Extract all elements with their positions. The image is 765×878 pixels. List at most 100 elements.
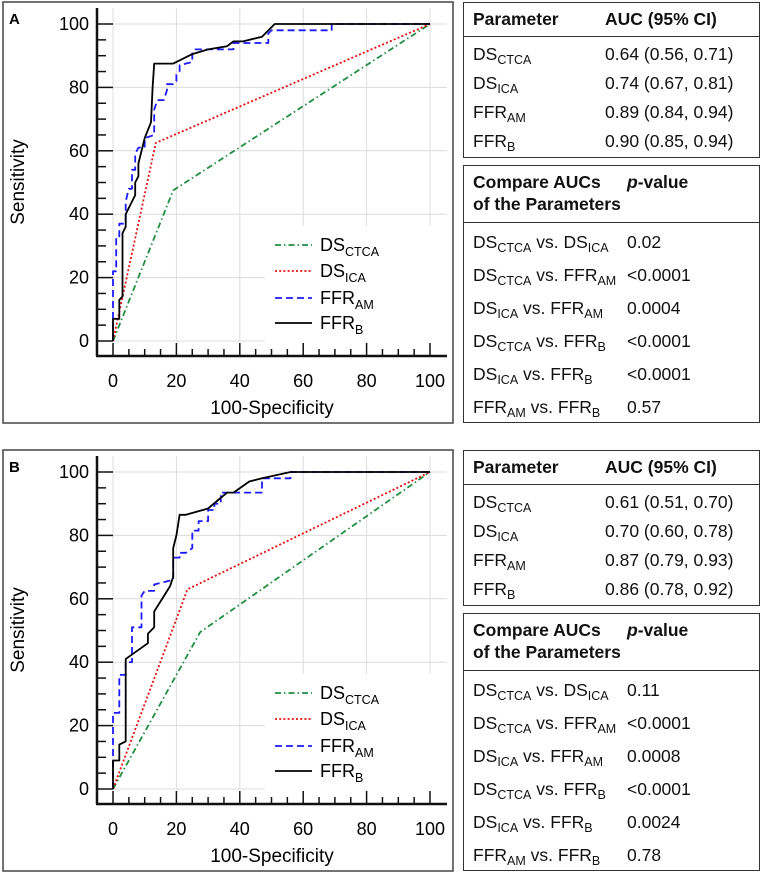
x-tick-label: 20 — [166, 819, 186, 839]
comparison-right: DSICA — [563, 680, 609, 703]
header-pvalue-rest: -value — [637, 620, 689, 640]
parameter-cell: FFRAM — [473, 550, 526, 572]
comparison-cell: DSCTCA vs. FFRB — [473, 779, 606, 802]
legend-label: FFRAM — [320, 288, 374, 312]
comparison-table-row: DSCTCA vs. DSICA 0.11 — [464, 675, 759, 708]
comparison-right-base: FFR — [563, 331, 598, 351]
comparison-left: DSICA — [473, 364, 518, 386]
comparison-right-sub: AM — [584, 755, 604, 769]
x-tick-label: 20 — [166, 371, 186, 391]
legend-label-base: DS — [320, 235, 345, 255]
comparison-vs: vs. — [518, 364, 551, 384]
panel-label: B — [9, 459, 20, 476]
parameter-name: FFRAM — [473, 102, 526, 124]
panel-frame — [2, 449, 454, 872]
legend-label: FFRAM — [320, 736, 374, 760]
comparison-table-header: Compare AUCs of the Parameters p-value — [464, 166, 759, 223]
header-pvalue-italic: p — [627, 620, 638, 640]
x-tick-label: 60 — [293, 371, 313, 391]
legend-label-base: DS — [320, 709, 345, 729]
legend-label: FFRB — [320, 761, 363, 785]
comparison-left: DSICA — [473, 812, 519, 835]
y-tick-label: 20 — [69, 268, 89, 288]
auc-table: Parameter AUC (95% CI) DSCTCA 0.61 (0.51, 0… — [463, 450, 760, 606]
auc-table-header: Parameter AUC (95% CI) — [464, 451, 759, 485]
comparison-right-sub: B — [591, 406, 601, 420]
legend-label-base: FFR — [320, 288, 355, 308]
parameter-name-sub: CTCA — [497, 53, 532, 67]
comparison-right-base: FFR — [550, 298, 585, 318]
header-pvalue: p-value — [627, 620, 688, 641]
comparison-table-row: DSCTCA vs. FFRB <0.0001 — [464, 326, 759, 359]
comparison-left: DSCTCA — [473, 331, 532, 354]
parameter-name: DSICA — [473, 73, 518, 95]
comparison-table-row: DSCTCA vs. DSICA 0.02 — [464, 227, 759, 260]
comparison-vs: vs. — [525, 845, 558, 865]
auc-cell: 0.86 (0.78, 0.92) — [605, 579, 734, 599]
header-parameter: Parameter — [473, 9, 559, 29]
pvalue-cell: <0.0001 — [627, 331, 691, 351]
comparison-right-base: FFR — [550, 812, 585, 832]
x-tick-label: 0 — [108, 819, 118, 839]
comparison-left-sub: CTCA — [497, 340, 532, 354]
comparison-cell: DSCTCA vs. FFRAM — [473, 265, 616, 287]
comparison-table: Compare AUCs of the Parameters p-value DSCT… — [463, 165, 760, 423]
comparison-right-sub: ICA — [587, 689, 609, 703]
x-tick-label: 100 — [415, 819, 445, 839]
legend-label-sub: AM — [355, 746, 374, 760]
parameter-name: FFRAM — [473, 550, 526, 572]
panel-frame — [2, 1, 454, 424]
parameter-name: DSICA — [473, 521, 518, 543]
comparison-right: FFRAM — [563, 265, 616, 287]
comparison-left-sub: CTCA — [497, 689, 532, 703]
comparison-left-sub: ICA — [497, 821, 519, 835]
comparison-right-sub: AM — [597, 722, 617, 736]
pvalue-cell: <0.0001 — [627, 364, 691, 384]
legend-label: DSICA — [320, 709, 367, 733]
comparison-left: DSCTCA — [473, 680, 532, 703]
parameter-name: FFRB — [473, 131, 515, 153]
comparison-cell: DSICA vs. FFRB — [473, 812, 593, 835]
comparison-table-row: FFRAM vs. FFRB 0.78 — [464, 840, 759, 873]
comparison-cell: DSICA vs. FFRAM — [473, 746, 604, 769]
header-compare-line1: Compare AUCs — [473, 172, 601, 192]
pvalue-cell: 0.11 — [627, 680, 660, 700]
parameter-cell: DSCTCA — [473, 44, 532, 67]
comparison-right: FFRAM — [563, 713, 617, 736]
legend-label-base: DS — [320, 683, 345, 703]
comparison-cell: DSCTCA vs. DSICA — [473, 680, 609, 703]
auc-table-row: FFRAM 0.87 (0.79, 0.93) — [464, 547, 759, 576]
y-tick-label: 60 — [69, 141, 89, 161]
x-tick-label: 100 — [415, 371, 445, 391]
comparison-vs: vs. — [531, 713, 564, 733]
comparison-left-base: DS — [473, 812, 498, 832]
comparison-vs: vs. — [531, 331, 564, 351]
auc-table-row: FFRB 0.90 (0.85, 0.94) — [464, 128, 759, 157]
auc-table-row: DSICA 0.74 (0.67, 0.81) — [464, 70, 759, 99]
legend-label-sub: AM — [355, 298, 374, 312]
y-tick-label: 100 — [59, 14, 89, 34]
roc-chart-b: 0 20 40 60 80 100 0 20 40 60 80 100 100-Specificity S… — [2, 449, 454, 872]
legend-label-sub: ICA — [345, 719, 367, 733]
parameter-cell: DSCTCA — [473, 492, 531, 514]
comparison-left: FFRAM — [473, 397, 526, 420]
legend-label-sub: B — [355, 323, 363, 337]
comparison-left-sub: AM — [507, 406, 526, 420]
pvalue-cell: 0.0004 — [627, 298, 681, 318]
comparison-right-sub: B — [597, 788, 606, 802]
comparison-right: FFRB — [563, 779, 606, 802]
x-tick-label: 40 — [230, 371, 250, 391]
pvalue-cell: 0.0024 — [627, 812, 681, 832]
comparison-vs: vs. — [518, 298, 551, 318]
comparison-table-row: DSICA vs. FFRAM 0.0008 — [464, 741, 759, 774]
comparison-cell: FFRAM vs. FFRB — [473, 397, 601, 420]
auc-cell: 0.89 (0.84, 0.94) — [605, 102, 734, 122]
series-line-dsctca — [112, 23, 431, 342]
comparison-right: FFRB — [550, 812, 593, 835]
comparison-left-base: DS — [473, 232, 498, 252]
y-tick-label: 60 — [69, 589, 89, 609]
legend-label-base: FFR — [320, 313, 355, 333]
comparison-right-sub: B — [584, 821, 593, 835]
comparison-cell: DSCTCA vs. DSICA — [473, 232, 609, 254]
legend-label-base: DS — [320, 261, 345, 281]
